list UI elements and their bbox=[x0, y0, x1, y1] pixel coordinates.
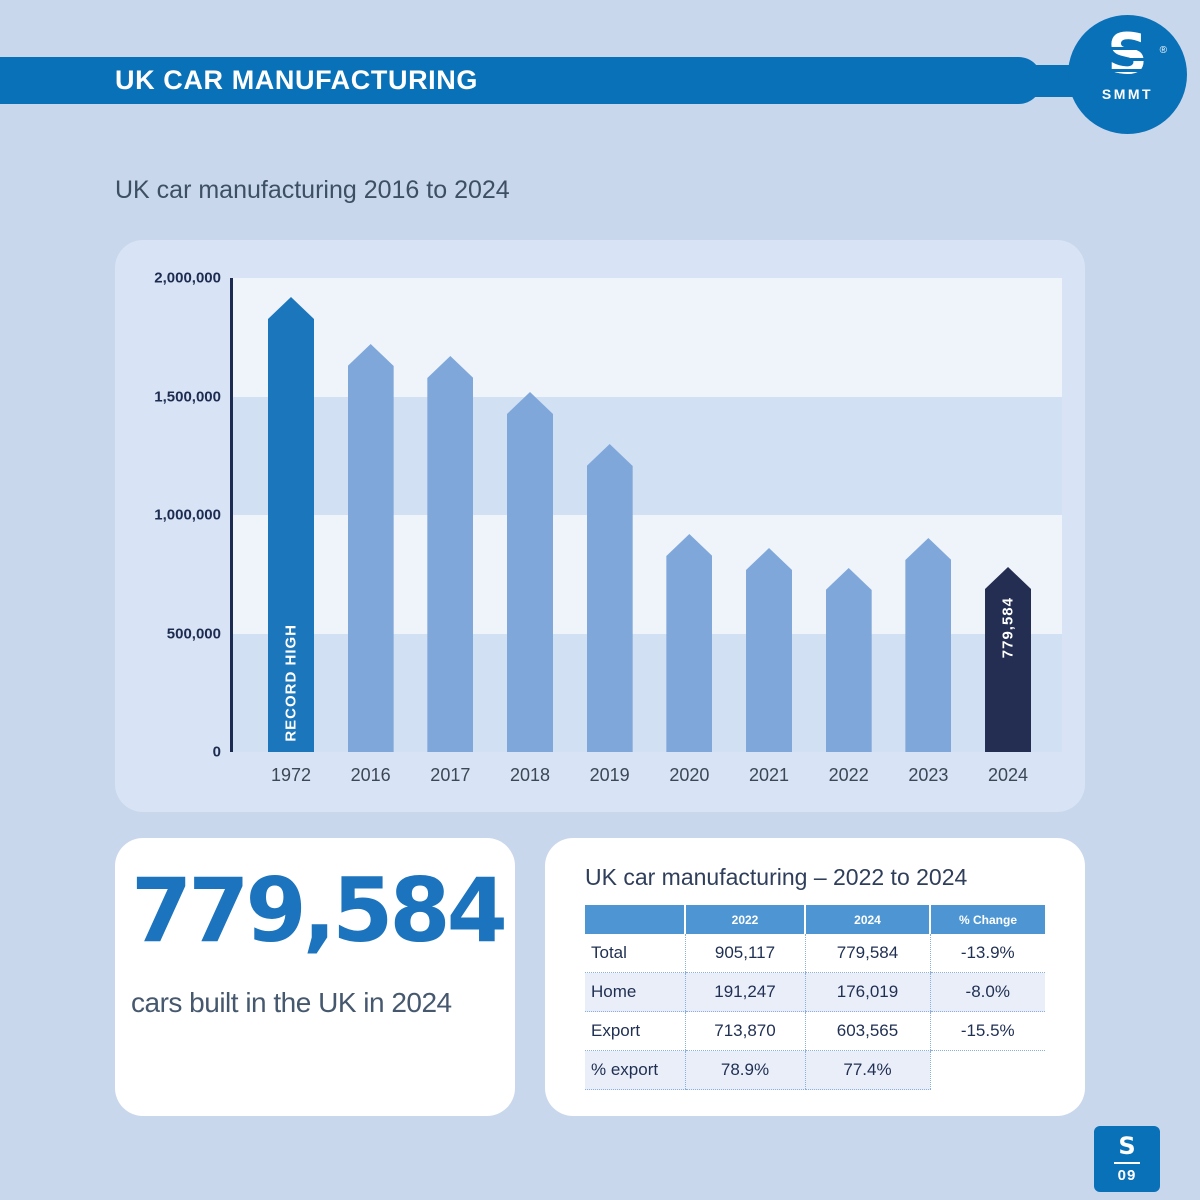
comparison-table-body: Total 905,117 779,584 -13.9% Home 191,247 176,… bbox=[585, 934, 1045, 1090]
value-cell: 603,565 bbox=[804, 1011, 930, 1051]
table-row: % export 78.9% 77.4% bbox=[585, 1050, 1045, 1090]
value-cell bbox=[929, 1050, 1045, 1090]
table-title: UK car manufacturing – 2022 to 2024 bbox=[585, 864, 968, 890]
bar-shape bbox=[746, 548, 793, 752]
row-label: % export bbox=[585, 1050, 685, 1090]
bar-2019: 2019 bbox=[586, 444, 633, 785]
x-axis-label: 2021 bbox=[748, 765, 790, 785]
value-cell: 779,584 bbox=[804, 934, 930, 973]
bar-shape bbox=[905, 538, 952, 752]
x-axis-label: 2017 bbox=[430, 765, 471, 785]
bar-shape bbox=[825, 568, 872, 752]
table-row: Total 905,117 779,584 -13.9% bbox=[585, 934, 1045, 973]
value-cell: 78.9% bbox=[684, 1050, 805, 1090]
bar-shape bbox=[347, 344, 394, 752]
headline-number: 779,584 bbox=[131, 859, 508, 962]
bar-2023: 2023 bbox=[905, 538, 952, 785]
page-title: UK CAR MANUFACTURING bbox=[115, 65, 478, 95]
bar-1972: RECORD HIGH 1972 bbox=[268, 297, 314, 785]
y-axis-line bbox=[230, 278, 233, 752]
value-cell: -8.0% bbox=[929, 972, 1045, 1012]
bar-shape bbox=[985, 567, 1032, 752]
x-axis-label: 2016 bbox=[350, 765, 391, 785]
row-label: Total bbox=[585, 934, 685, 973]
bar-shape bbox=[586, 444, 633, 752]
smmt-s-icon-small: S bbox=[1118, 1132, 1136, 1160]
bar-2016: 2016 bbox=[347, 344, 394, 785]
headline-caption: cars built in the UK in 2024 bbox=[131, 987, 452, 1019]
registered-trademark-icon: ® bbox=[1159, 45, 1167, 56]
x-axis-label: 2019 bbox=[589, 765, 630, 785]
table-row: Export 713,870 603,565 -15.5% bbox=[585, 1011, 1045, 1051]
table-row: Home 191,247 176,019 -8.0% bbox=[585, 972, 1045, 1012]
y-axis-tick-label: 1,500,000 bbox=[154, 388, 221, 405]
smmt-logo: S ® SMMT bbox=[1068, 15, 1187, 134]
smmt-s-icon: S bbox=[1104, 27, 1151, 83]
x-axis-label: 2023 bbox=[908, 765, 949, 785]
bar-shape bbox=[268, 297, 314, 752]
y-axis-tick-label: 1,000,000 bbox=[154, 506, 221, 524]
x-axis-label: 2018 bbox=[509, 765, 551, 785]
headline-figure-panel: 779,584 cars built in the UK in 2024 bbox=[115, 838, 515, 1116]
column-header: 2024 bbox=[804, 905, 930, 934]
value-cell: 905,117 bbox=[684, 934, 805, 973]
column-header: % Change bbox=[929, 905, 1045, 934]
value-cell: 77.4% bbox=[804, 1050, 930, 1090]
bar-shape bbox=[666, 534, 713, 752]
y-axis-tick-label: 500,000 bbox=[166, 625, 221, 642]
value-cell: -13.9% bbox=[929, 934, 1045, 973]
logo-stripe bbox=[1104, 58, 1151, 61]
row-label: Export bbox=[585, 1011, 685, 1051]
bar-annotation: 779,584 bbox=[999, 597, 1017, 659]
bar-2022: 2022 bbox=[825, 568, 872, 785]
x-axis-label: 2022 bbox=[828, 765, 869, 785]
x-axis-label: 1972 bbox=[270, 765, 312, 785]
comparison-table: 2022 2024% Change Total 905,117 779,584 -13.… bbox=[585, 905, 1045, 1090]
header-bar: UK CAR MANUFACTURING bbox=[0, 57, 1042, 104]
column-header bbox=[585, 905, 685, 934]
smmt-wordmark: SMMT bbox=[1101, 86, 1154, 102]
page-number-badge: S 09 bbox=[1094, 1126, 1160, 1192]
y-axis-tick-label: 0 bbox=[212, 743, 221, 761]
badge-divider bbox=[1114, 1162, 1140, 1164]
bar-2017: 2017 bbox=[427, 356, 474, 785]
value-cell: 191,247 bbox=[684, 972, 805, 1012]
value-cell: 176,019 bbox=[804, 972, 930, 1012]
x-axis-label: 2024 bbox=[987, 765, 1029, 785]
comparison-panel: UK car manufacturing – 2022 to 2024 2022… bbox=[545, 838, 1085, 1116]
bar-2024: 779,584 2024 bbox=[985, 567, 1032, 785]
value-cell: 713,870 bbox=[684, 1011, 805, 1051]
bar-shape bbox=[427, 356, 474, 752]
chart-panel: 0 500,000 1,000,000 1,500,000 2,000,000 RECOR… bbox=[115, 240, 1085, 812]
logo-glyph: S bbox=[1107, 22, 1148, 87]
value-cell: -15.5% bbox=[929, 1011, 1045, 1051]
column-header: 2022 bbox=[684, 905, 805, 934]
logo-stripe bbox=[1104, 47, 1151, 50]
page-number: 09 bbox=[1117, 1167, 1137, 1184]
chart-heading: UK car manufacturing 2016 to 2024 bbox=[115, 176, 510, 204]
x-axis-label: 2020 bbox=[669, 765, 710, 785]
row-label: Home bbox=[585, 972, 685, 1012]
y-axis-tick-label: 2,000,000 bbox=[154, 269, 221, 287]
table-header-row: 2022 2024% Change bbox=[585, 905, 1045, 934]
bar-shape bbox=[507, 392, 553, 752]
plot-area: 0 500,000 1,000,000 1,500,000 2,000,000 RECOR… bbox=[154, 270, 1062, 785]
bar-2021: 2021 bbox=[746, 548, 793, 785]
bar-2020: 2020 bbox=[666, 534, 713, 785]
logo-stripe bbox=[1104, 69, 1151, 72]
bar-2018: 2018 bbox=[507, 392, 553, 785]
bar-annotation: RECORD HIGH bbox=[282, 624, 300, 742]
